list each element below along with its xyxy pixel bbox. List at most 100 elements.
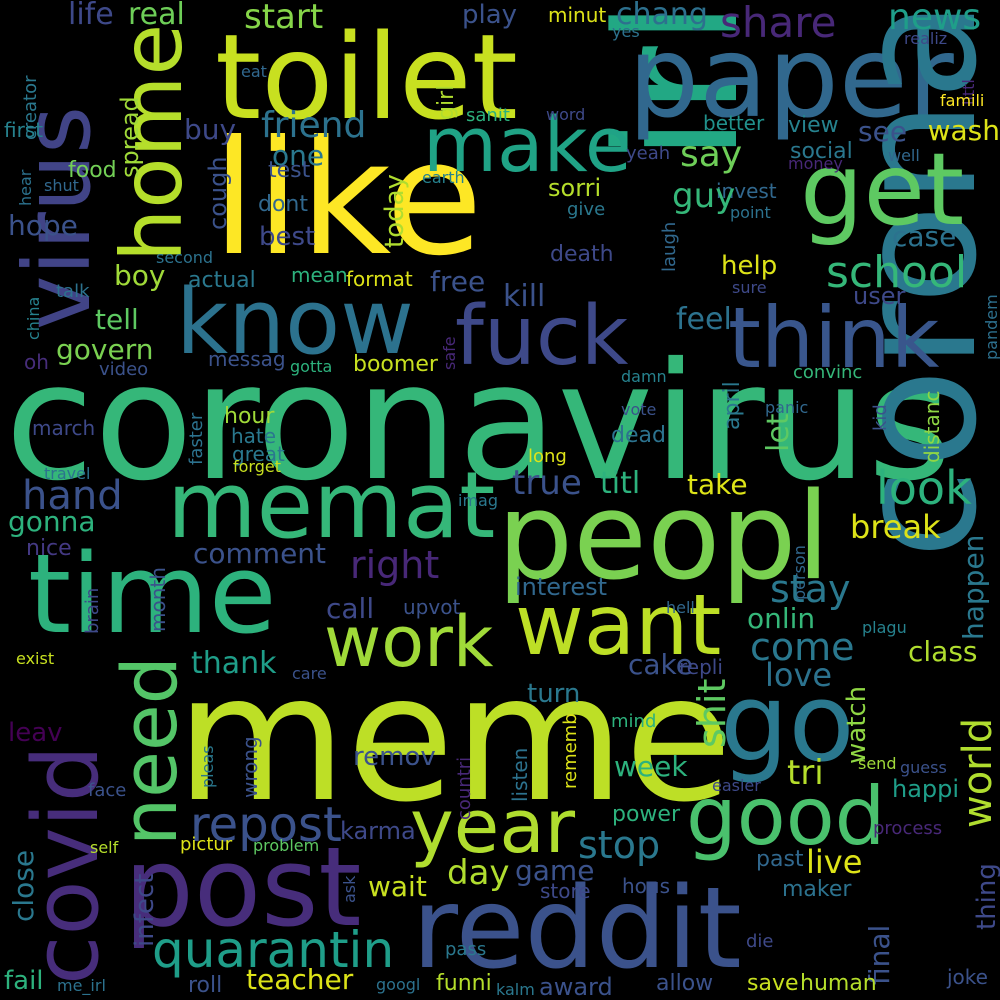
word-process: process [873, 818, 943, 839]
word-social: social [790, 139, 853, 164]
word-great: great [232, 442, 285, 466]
word-ask: ask [340, 875, 359, 903]
word-convinc: convinc [793, 362, 863, 383]
word-sanit: sanit [466, 105, 510, 126]
word-googl: googl [376, 975, 421, 994]
word-call: call [326, 592, 375, 625]
word-joke: joke [947, 965, 988, 989]
word-hate: hate [231, 424, 277, 448]
word-oh: oh [24, 350, 49, 374]
word-allow: allow [656, 971, 714, 996]
word-live: live [806, 843, 863, 881]
word-self: self [90, 838, 119, 857]
word-dont: dont [258, 192, 308, 217]
word-imag: imag [458, 491, 498, 510]
word-day: day [447, 853, 510, 893]
word-death: death [550, 242, 614, 267]
word-take: take [687, 468, 748, 501]
word-titl: titl [600, 466, 641, 501]
word-kalm: kalm [496, 980, 535, 999]
word-interest: interest [515, 573, 608, 601]
word-know: know [176, 270, 414, 375]
word-easier: easier [712, 776, 761, 795]
word-point: point [730, 203, 771, 222]
word-yeah: yeah [626, 143, 671, 164]
word-month: month [146, 567, 170, 632]
word-store: store [540, 879, 591, 903]
word-video: video [99, 359, 149, 380]
word-problem: problem [253, 836, 320, 855]
word-boy: boy [114, 259, 166, 292]
word-come: come [750, 625, 855, 669]
word-quarantin: quarantin [152, 921, 395, 979]
word-go: go [720, 661, 855, 786]
word-china: china [24, 296, 43, 340]
word-award: award [539, 973, 613, 1000]
word-upvot: upvot [403, 595, 461, 619]
word-hous: hous [622, 874, 671, 898]
word-spread: spread [116, 96, 144, 178]
word-year: year [410, 784, 576, 870]
word-gotta: gotta [290, 357, 333, 376]
word-meme: meme [176, 638, 733, 841]
word-exist: exist [16, 649, 55, 668]
word-hell: hell [666, 598, 695, 617]
word-right: right [350, 543, 440, 587]
word-march: march [32, 416, 96, 440]
word-hear: hear [16, 169, 35, 206]
word-mean: mean [291, 263, 348, 287]
word-week: week [614, 750, 688, 783]
word-human: human [800, 971, 877, 996]
word-dead: dead [611, 423, 666, 448]
word-me-irl: me_irl [57, 976, 106, 995]
word-leav: leav [8, 718, 63, 748]
word-get: get [800, 131, 965, 248]
word-kill: kill [503, 279, 546, 314]
word-faster: faster [186, 412, 207, 465]
word-gonna: gonna [8, 505, 96, 538]
word-view: view [788, 113, 839, 138]
word-world: world [955, 717, 1000, 828]
word-repost: repost [190, 797, 342, 853]
word-listen: listen [508, 747, 532, 802]
word-coronavirus: coronavirus [5, 329, 952, 517]
word-wrong: wrong [238, 736, 262, 798]
word-mind: mind [611, 711, 657, 732]
word-turn: turn [527, 679, 581, 709]
word-feel: feel [676, 302, 732, 337]
word-start: start [244, 0, 324, 37]
word-well: well [888, 146, 920, 165]
word-face: face [88, 780, 127, 801]
word-actual: actual [188, 268, 256, 293]
word-boomer: boomer [353, 352, 438, 377]
word-happen: happen [957, 534, 990, 640]
word-pleas: pleas [198, 745, 217, 788]
word-govern: govern [56, 333, 154, 366]
word-toilet: toilet [215, 8, 518, 146]
word-class: class [908, 635, 978, 668]
word-girl: girl [434, 84, 459, 120]
word-safe: safe [440, 336, 459, 370]
word-second: second [156, 248, 214, 267]
word-think: think [728, 289, 940, 387]
word-play: play [462, 0, 518, 30]
word-past: past [756, 847, 804, 872]
word-cake: cake [628, 648, 693, 681]
word-yes: yes [612, 22, 640, 41]
word-sure: sure [732, 278, 767, 297]
word-messag: messag [208, 347, 286, 371]
word-power: power [612, 802, 680, 827]
word-user: user [853, 282, 906, 310]
word-make: make [423, 100, 632, 189]
word-plagu: plagu [862, 618, 907, 637]
word-good: good [686, 770, 886, 863]
word-better: better [703, 111, 765, 135]
word-post: post [124, 823, 362, 951]
word-case: case [892, 220, 957, 253]
word-onlin: onlin [747, 602, 816, 635]
word-hope: hope [8, 209, 78, 242]
word-test: test [268, 158, 311, 183]
word-fuck: fuck [455, 289, 629, 384]
word-break: break [850, 508, 941, 546]
word-hand: hand [22, 473, 123, 519]
